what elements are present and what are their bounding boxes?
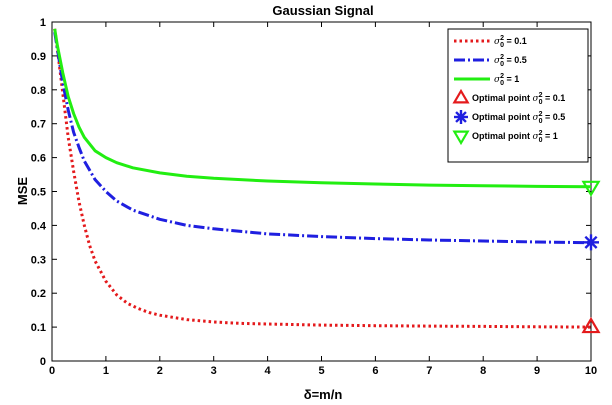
- chart-title: Gaussian Signal: [272, 3, 373, 18]
- x-tick-label: 8: [480, 365, 486, 377]
- optimal-point-marker-1: [581, 316, 601, 334]
- y-axis-label: MSE: [15, 177, 30, 206]
- y-tick-label: 0.5: [31, 187, 46, 199]
- legend-label-3: σ2 0 = 1: [494, 73, 519, 87]
- legend-marker-label-1: Optimal point σ2 0 = 0.1: [472, 92, 565, 106]
- x-tick-label: 4: [265, 365, 272, 377]
- y-tick-label: 0.2: [31, 288, 46, 300]
- optimal-point-marker-2-stroke: [584, 235, 598, 249]
- y-tick-label: 0.9: [31, 51, 46, 63]
- legend-marker-3: [452, 130, 470, 146]
- y-tick-label: 0.3: [31, 254, 46, 266]
- legend-marker-label-3: Optimal point σ2 0 = 1: [472, 130, 558, 144]
- legend-label-2: σ2 0 = 0.5: [494, 54, 527, 68]
- legend-marker-2: [454, 110, 468, 124]
- y-tick-label: 1: [40, 17, 46, 29]
- y-tick-label: 0.7: [31, 119, 46, 131]
- legend: σ2 0 = 0.1 σ2 0 = 0.5 σ2 0 = 1 Optimal point σ…: [447, 28, 589, 163]
- x-tick-label: 2: [157, 365, 163, 377]
- y-tick-label: 0.4: [31, 220, 47, 232]
- x-tick-label: 7: [426, 365, 432, 377]
- y-tick-label: 0.8: [31, 85, 46, 97]
- legend-box: [447, 28, 589, 163]
- y-tick-label: 0.6: [31, 153, 46, 165]
- series-line-2: [53, 31, 592, 245]
- series-line-3: [53, 28, 592, 189]
- legend-marker-1: [452, 88, 470, 104]
- x-tick-label: 1: [103, 365, 109, 377]
- x-axis-label: δ=m/n: [304, 387, 343, 402]
- series-line-1: [53, 28, 592, 329]
- x-tick-label: 0: [49, 365, 55, 377]
- legend-marker-label-2: Optimal point σ2 0 = 0.5: [472, 111, 565, 125]
- x-tick-label: 9: [534, 365, 540, 377]
- x-tick-label: 6: [372, 365, 378, 377]
- optimal-point-marker-3: [581, 180, 601, 197]
- x-tick-label: 10: [585, 365, 597, 377]
- legend-label-1: σ2 0 = 0.1: [494, 35, 527, 49]
- y-tick-label: 0: [40, 356, 46, 368]
- plot-area: 0 1 2 3 4 5 6 7 8 9 10 0 0.1 0.2 0.3 0.4 0.5 0.6 0.7 0.8 0.9…: [31, 17, 601, 377]
- optimal-point-marker-2: [583, 234, 599, 251]
- x-tick-label: 3: [211, 365, 217, 377]
- legend-marker-2-stroke: [455, 111, 467, 123]
- x-tick-label: 5: [318, 365, 324, 377]
- y-tick-label: 0.1: [31, 322, 46, 334]
